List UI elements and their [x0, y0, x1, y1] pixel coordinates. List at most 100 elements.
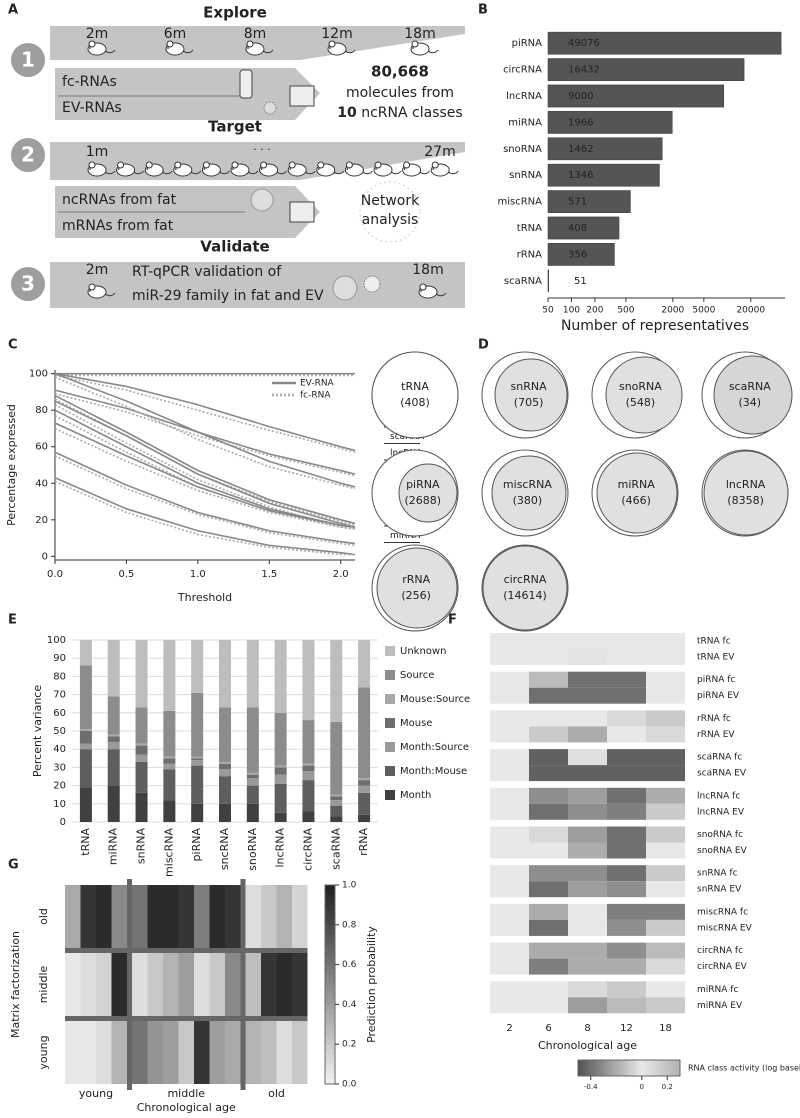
y-tick-label: 80 — [53, 671, 66, 682]
heat-cell — [178, 953, 194, 1016]
colorbar-step — [325, 954, 335, 961]
inner-circle — [376, 547, 458, 629]
heat-cell — [646, 942, 685, 959]
heat-cell — [490, 865, 529, 882]
network-icon — [359, 181, 421, 243]
colorbar-step — [662, 1060, 666, 1076]
row-label: piRNA EV — [697, 691, 740, 701]
heat-cell — [646, 787, 685, 804]
colorbar-step — [639, 1060, 643, 1076]
x-axis-label: Chronological age — [137, 1101, 236, 1114]
network-label: Network — [361, 193, 420, 209]
mouse-eye — [167, 47, 169, 49]
row-label: tRNA EV — [697, 653, 735, 663]
bar-segment — [330, 816, 343, 822]
heat-cell — [80, 953, 96, 1016]
heat-cell — [607, 787, 646, 804]
line — [54, 376, 356, 490]
y-axis-label: Percentage expressed — [5, 404, 18, 526]
heat-cell — [529, 842, 568, 859]
heat-cell — [490, 749, 529, 766]
row-label: miRNA EV — [697, 1001, 743, 1011]
heat-cell — [607, 881, 646, 898]
category-label: circRNA — [504, 573, 547, 586]
colorbar-step — [611, 1060, 615, 1076]
colorbar-step — [325, 1054, 335, 1060]
colorbar-step — [325, 999, 335, 1005]
classes: 10 — [337, 105, 357, 121]
mouse-tail — [104, 49, 116, 54]
x-tick-label: 500 — [617, 306, 634, 316]
colorbar-step — [325, 914, 335, 921]
x-tick-label: piRNA — [190, 828, 203, 862]
mouse-eye — [174, 168, 177, 170]
row-label: miscRNA fc — [697, 907, 748, 917]
colorbar-tick-label: -0.4 — [584, 1083, 598, 1091]
value-label: (34) — [739, 396, 762, 409]
bar — [547, 84, 724, 108]
heat-cell — [568, 981, 607, 998]
mouse-ear — [246, 40, 254, 48]
heat-cell — [80, 885, 96, 948]
heat-cell — [607, 826, 646, 843]
y-tick-label: 40 — [53, 744, 66, 755]
heat-cell — [568, 942, 607, 959]
line — [54, 480, 355, 556]
bar-segment — [163, 756, 176, 759]
x-tick-label: 100 — [563, 306, 580, 316]
row-label: snoRNA fc — [697, 830, 743, 840]
group-label: young — [79, 1087, 113, 1100]
bar — [547, 243, 615, 266]
y-tick-label: 100 — [29, 369, 48, 380]
value-label: 408 — [568, 223, 587, 234]
heat-cell — [607, 765, 646, 782]
category-label: circRNA — [503, 65, 542, 76]
heat-cell — [646, 749, 685, 766]
heat-cell — [529, 981, 568, 998]
step-title: Explore — [203, 4, 267, 22]
y-tick-label: 60 — [35, 442, 48, 453]
value-label: (8358) — [727, 494, 764, 507]
heat-cell — [178, 1021, 194, 1084]
line — [54, 427, 356, 530]
heat-cell — [607, 958, 646, 975]
heat-cell — [225, 1021, 241, 1084]
bar-segment — [107, 640, 120, 697]
bar-segment — [107, 749, 120, 786]
value-label: (2688) — [405, 494, 442, 507]
heat-cell — [529, 997, 568, 1014]
machine-icon — [289, 201, 315, 223]
y-tick-label: 10 — [53, 799, 66, 810]
count-text: molecules from — [346, 85, 454, 101]
value-label: (705) — [514, 396, 544, 409]
heat-cell — [568, 633, 607, 649]
bar-segment — [107, 736, 120, 742]
heat-cell — [607, 726, 646, 743]
bar-segment — [274, 640, 287, 713]
mouse-eye — [89, 168, 91, 170]
colorbar-step — [644, 1060, 648, 1076]
heat-cell — [646, 633, 685, 649]
x-tick-label: 8 — [584, 1023, 590, 1034]
bar-segment — [219, 803, 231, 822]
heat-cell — [163, 953, 179, 1016]
colorbar-step — [325, 994, 335, 1000]
colorbar-step — [641, 1060, 645, 1076]
x-axis-label: Threshold — [177, 591, 232, 604]
heat-cell — [96, 885, 112, 948]
mouse-eye — [346, 168, 349, 170]
age: 1m — [86, 144, 109, 160]
bar-segment — [330, 805, 343, 817]
bar-segment — [274, 767, 287, 775]
x-tick-label: 1.0 — [190, 569, 206, 580]
mouse-eye — [247, 47, 249, 49]
step-circle — [11, 267, 45, 301]
heat-cell — [646, 803, 685, 820]
mouse-eye — [89, 290, 91, 292]
band — [50, 262, 465, 308]
tube-icon — [239, 69, 253, 99]
x-tick-label: 2000 — [661, 306, 684, 316]
heat-cell — [529, 649, 568, 665]
line — [54, 455, 356, 547]
panel-a: A Explore 1 2m 6m 8m 12m 18m fc-RNAs EV-… — [8, 3, 465, 308]
